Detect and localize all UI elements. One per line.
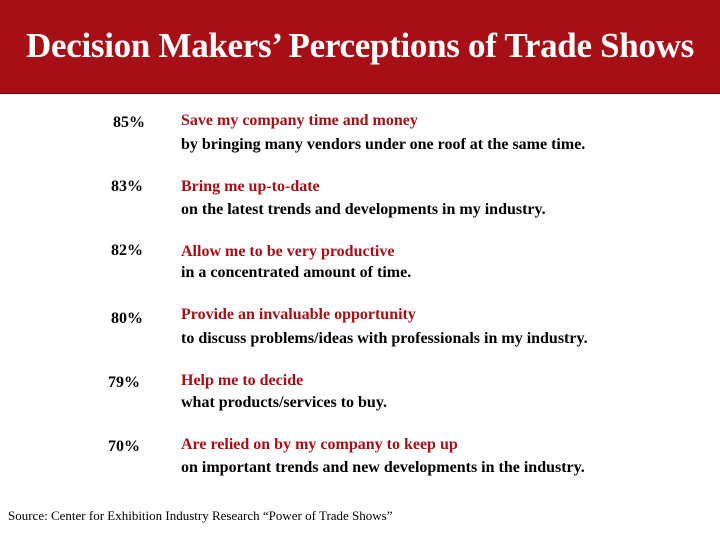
item-detail: what products/services to buy. <box>181 394 387 411</box>
title-banner: Decision Makers’ Perceptions of Trade Sh… <box>0 0 720 94</box>
item-heading: Allow me to be very productive <box>181 243 395 260</box>
percentage-value: 70% <box>108 438 140 455</box>
item-detail: by bringing many vendors under one roof … <box>181 136 586 153</box>
item-heading: Provide an invaluable opportunity <box>181 306 416 323</box>
percentage-value: 79% <box>108 374 140 391</box>
percentage-value: 80% <box>111 310 143 327</box>
percentage-value: 83% <box>111 178 143 195</box>
percentage-value: 85% <box>113 114 145 131</box>
item-detail: to discuss problems/ideas with professio… <box>181 330 588 347</box>
item-detail: on the latest trends and developments in… <box>181 201 546 218</box>
item-heading: Are relied on by my company to keep up <box>181 436 458 453</box>
item-detail: in a concentrated amount of time. <box>181 264 412 281</box>
page-title: Decision Makers’ Perceptions of Trade Sh… <box>26 26 694 65</box>
item-detail: on important trends and new developments… <box>181 459 585 476</box>
percentage-value: 82% <box>111 242 143 259</box>
item-heading: Help me to decide <box>181 372 304 389</box>
source-citation: Source: Center for Exhibition Industry R… <box>8 508 393 523</box>
item-heading: Bring me up-to-date <box>181 178 320 195</box>
item-heading: Save my company time and money <box>181 112 418 129</box>
